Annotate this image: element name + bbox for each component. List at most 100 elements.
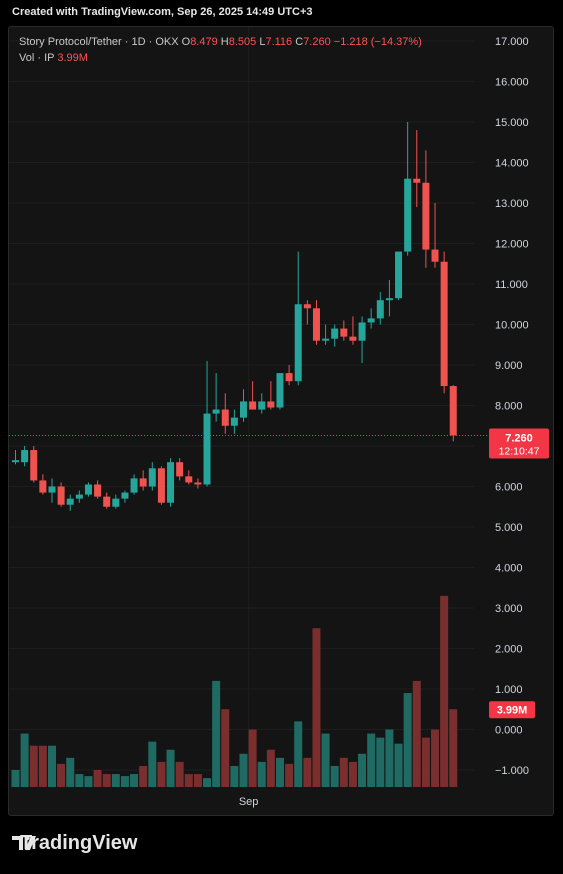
volume-bar bbox=[102, 774, 111, 787]
candle-body bbox=[21, 450, 29, 463]
y-tick-label: 8.000 bbox=[495, 401, 523, 413]
candle-body bbox=[267, 401, 275, 408]
x-tick-label: Sep bbox=[239, 796, 259, 808]
candle-body bbox=[431, 249, 439, 262]
volume-bar bbox=[412, 680, 421, 787]
volume-bar bbox=[376, 737, 385, 787]
candle-body bbox=[358, 322, 366, 341]
candle-body bbox=[94, 484, 102, 497]
y-tick-label: 15.000 bbox=[495, 117, 529, 129]
volume-bar bbox=[203, 778, 212, 787]
y-tick-label: 13.000 bbox=[495, 198, 529, 210]
volume-badge-value: 3.99M bbox=[497, 704, 528, 716]
candle-body bbox=[212, 409, 220, 414]
candle-body bbox=[249, 401, 257, 410]
volume-bar bbox=[230, 765, 239, 787]
candle-body bbox=[130, 478, 138, 493]
volume-bar bbox=[403, 693, 412, 787]
volume-bar bbox=[148, 741, 157, 787]
volume-bar bbox=[275, 757, 284, 787]
volume-bar bbox=[431, 729, 440, 787]
candle-body bbox=[413, 178, 421, 183]
candle-body bbox=[66, 498, 74, 505]
y-tick-label: 12.000 bbox=[495, 239, 529, 251]
chart-legend: Story Protocol/Tether · 1D · OKX O8.479 … bbox=[19, 36, 422, 64]
candle-body bbox=[203, 413, 211, 485]
candle-body bbox=[148, 468, 156, 487]
volume-bar bbox=[303, 757, 312, 787]
price-badge-countdown: 12:10:47 bbox=[499, 445, 540, 457]
close-value: 7.260 bbox=[303, 36, 331, 48]
volume-value: 3.99M bbox=[57, 52, 88, 64]
candle-body bbox=[340, 328, 348, 337]
volume-badge bbox=[489, 701, 535, 719]
candle-body bbox=[240, 401, 247, 418]
y-tick-label: 17.000 bbox=[495, 36, 529, 48]
volume-bar bbox=[348, 761, 357, 787]
volume-bar bbox=[11, 770, 20, 787]
volume-bar bbox=[130, 774, 139, 787]
volume-bar bbox=[184, 774, 193, 787]
volume-bar bbox=[385, 729, 394, 787]
candle-body bbox=[322, 338, 330, 341]
candle-body bbox=[331, 328, 339, 339]
volume-bar bbox=[157, 761, 166, 787]
y-tick-label: 9.000 bbox=[495, 360, 523, 372]
candle-body bbox=[258, 401, 266, 410]
price-chart[interactable]: 17.000 16.000 15.000 14.000 13.000 12.000 11.0… bbox=[9, 27, 553, 815]
candle-body bbox=[75, 494, 83, 499]
volume-bar bbox=[29, 745, 38, 787]
candle-body bbox=[349, 336, 357, 341]
candle-body bbox=[157, 468, 165, 503]
high-value: 8.505 bbox=[228, 36, 257, 48]
candle-body bbox=[404, 178, 412, 252]
y-tick-label: 0.000 bbox=[495, 725, 523, 737]
volume-bar bbox=[312, 628, 321, 787]
volume-bar bbox=[57, 763, 66, 787]
candle-body bbox=[376, 300, 384, 319]
candle-body bbox=[121, 492, 129, 499]
volume-bar bbox=[294, 721, 303, 787]
open-label: O bbox=[181, 36, 191, 48]
close-label: C bbox=[295, 36, 304, 48]
candle-body bbox=[103, 496, 111, 507]
y-tick-label: 11.000 bbox=[495, 279, 528, 291]
tradingview-logo-icon bbox=[12, 835, 36, 850]
volume-bar bbox=[212, 680, 221, 787]
volume-bar bbox=[339, 757, 348, 787]
candle-body bbox=[112, 498, 120, 507]
volume-bar bbox=[120, 776, 129, 787]
volume-bar bbox=[248, 729, 257, 787]
candle-body bbox=[176, 462, 184, 477]
candle-body bbox=[440, 261, 448, 387]
open-value: 8.479 bbox=[190, 36, 218, 48]
chart-panel[interactable]: 17.000 16.000 15.000 14.000 13.000 12.000 11.0… bbox=[8, 26, 554, 816]
created-with-header: Created with TradingView.com, Sep 26, 20… bbox=[12, 6, 313, 18]
change-value: −1.218 (−14.37%) bbox=[333, 36, 422, 48]
candle-body bbox=[57, 486, 65, 505]
low-value: 7.116 bbox=[265, 36, 293, 48]
price-badge bbox=[489, 428, 549, 459]
y-tick-label: 16.000 bbox=[495, 77, 529, 89]
volume-bar bbox=[66, 757, 75, 787]
volume-bar bbox=[440, 595, 449, 787]
volume-bar bbox=[166, 749, 175, 787]
candle-body bbox=[221, 409, 229, 426]
candle-body bbox=[385, 298, 393, 301]
symbol-title: Story Protocol/Tether · 1D · OKX bbox=[19, 36, 179, 48]
volume-bar bbox=[321, 733, 330, 787]
candle-body bbox=[294, 304, 302, 382]
volume-label: Vol · IP bbox=[19, 52, 55, 64]
candle-body bbox=[39, 480, 47, 493]
volume-bar bbox=[266, 749, 275, 787]
y-tick-label: −1.000 bbox=[495, 765, 529, 777]
volume-bar bbox=[367, 733, 376, 787]
tradingview-logo[interactable]: TradingView bbox=[12, 832, 137, 855]
price-badge-value: 7.260 bbox=[505, 432, 533, 444]
candle-body bbox=[84, 484, 92, 495]
candle-body bbox=[449, 386, 457, 436]
candle-body bbox=[367, 318, 375, 323]
candle-body bbox=[12, 460, 19, 463]
volume-bar bbox=[330, 765, 339, 787]
candle-body bbox=[276, 373, 284, 408]
